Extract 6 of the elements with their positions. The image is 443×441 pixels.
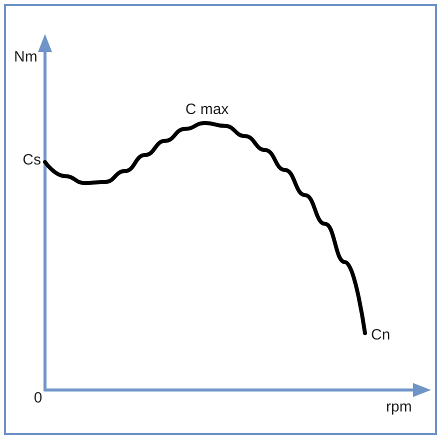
annotation: Cs — [22, 151, 41, 168]
text: C max — [185, 101, 230, 118]
y-axis-title: Nm — [14, 48, 38, 66]
annotation: 0 — [34, 390, 42, 406]
annotation: Cn — [371, 326, 390, 344]
x-axis-title: rpm — [386, 398, 412, 416]
